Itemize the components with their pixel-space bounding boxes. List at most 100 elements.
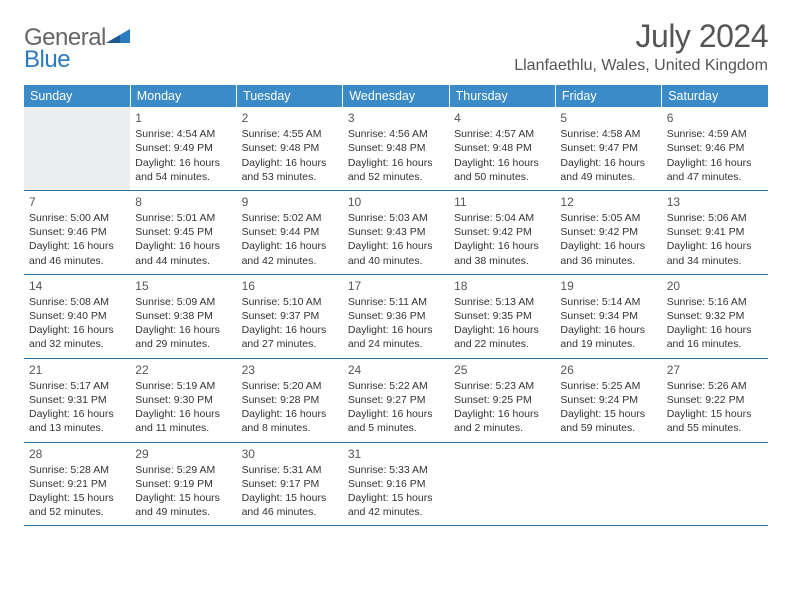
sunset-line: Sunset: 9:47 PM: [560, 141, 656, 155]
calendar-cell: 12Sunrise: 5:05 AMSunset: 9:42 PMDayligh…: [555, 190, 661, 274]
calendar-row: 7Sunrise: 5:00 AMSunset: 9:46 PMDaylight…: [24, 190, 768, 274]
day-number: 26: [560, 362, 656, 378]
calendar-cell: 25Sunrise: 5:23 AMSunset: 9:25 PMDayligh…: [449, 358, 555, 442]
daylight-line: Daylight: 16 hours and 16 minutes.: [667, 323, 763, 351]
sunset-line: Sunset: 9:27 PM: [348, 393, 444, 407]
calendar-cell: 31Sunrise: 5:33 AMSunset: 9:16 PMDayligh…: [343, 442, 449, 526]
sunrise-line: Sunrise: 5:10 AM: [242, 295, 338, 309]
sunrise-line: Sunrise: 5:09 AM: [135, 295, 231, 309]
calendar-cell: [449, 442, 555, 526]
sunrise-line: Sunrise: 4:56 AM: [348, 127, 444, 141]
daylight-line: Daylight: 16 hours and 52 minutes.: [348, 156, 444, 184]
sunrise-line: Sunrise: 5:05 AM: [560, 211, 656, 225]
day-number: 15: [135, 278, 231, 294]
title-block: July 2024 Llanfaethlu, Wales, United Kin…: [514, 18, 768, 75]
day-number: 19: [560, 278, 656, 294]
day-number: 28: [29, 446, 125, 462]
calendar-cell: 24Sunrise: 5:22 AMSunset: 9:27 PMDayligh…: [343, 358, 449, 442]
daylight-line: Daylight: 16 hours and 11 minutes.: [135, 407, 231, 435]
sunrise-line: Sunrise: 5:14 AM: [560, 295, 656, 309]
calendar-cell: 27Sunrise: 5:26 AMSunset: 9:22 PMDayligh…: [662, 358, 768, 442]
sunset-line: Sunset: 9:48 PM: [348, 141, 444, 155]
calendar-cell: [24, 107, 130, 190]
day-number: 8: [135, 194, 231, 210]
sunrise-line: Sunrise: 5:02 AM: [242, 211, 338, 225]
sunrise-line: Sunrise: 4:57 AM: [454, 127, 550, 141]
month-title: July 2024: [514, 18, 768, 55]
sunset-line: Sunset: 9:42 PM: [560, 225, 656, 239]
sunset-line: Sunset: 9:48 PM: [242, 141, 338, 155]
calendar-cell: 28Sunrise: 5:28 AMSunset: 9:21 PMDayligh…: [24, 442, 130, 526]
weekday-header: Monday: [130, 85, 236, 107]
sunrise-line: Sunrise: 5:04 AM: [454, 211, 550, 225]
daylight-line: Daylight: 15 hours and 59 minutes.: [560, 407, 656, 435]
calendar-cell: 20Sunrise: 5:16 AMSunset: 9:32 PMDayligh…: [662, 274, 768, 358]
calendar-cell: 23Sunrise: 5:20 AMSunset: 9:28 PMDayligh…: [237, 358, 343, 442]
sunrise-line: Sunrise: 5:33 AM: [348, 463, 444, 477]
sunset-line: Sunset: 9:24 PM: [560, 393, 656, 407]
sunset-line: Sunset: 9:41 PM: [667, 225, 763, 239]
sunrise-line: Sunrise: 5:22 AM: [348, 379, 444, 393]
day-number: 10: [348, 194, 444, 210]
calendar-cell: 10Sunrise: 5:03 AMSunset: 9:43 PMDayligh…: [343, 190, 449, 274]
calendar-cell: 13Sunrise: 5:06 AMSunset: 9:41 PMDayligh…: [662, 190, 768, 274]
day-number: 16: [242, 278, 338, 294]
daylight-line: Daylight: 16 hours and 50 minutes.: [454, 156, 550, 184]
calendar-cell: 9Sunrise: 5:02 AMSunset: 9:44 PMDaylight…: [237, 190, 343, 274]
sunset-line: Sunset: 9:25 PM: [454, 393, 550, 407]
sunrise-line: Sunrise: 4:54 AM: [135, 127, 231, 141]
sunrise-line: Sunrise: 5:19 AM: [135, 379, 231, 393]
daylight-line: Daylight: 16 hours and 2 minutes.: [454, 407, 550, 435]
day-number: 29: [135, 446, 231, 462]
sunrise-line: Sunrise: 5:17 AM: [29, 379, 125, 393]
sunset-line: Sunset: 9:48 PM: [454, 141, 550, 155]
sunset-line: Sunset: 9:31 PM: [29, 393, 125, 407]
day-number: 12: [560, 194, 656, 210]
calendar-cell: [555, 442, 661, 526]
sunrise-line: Sunrise: 5:00 AM: [29, 211, 125, 225]
day-number: 7: [29, 194, 125, 210]
calendar-body: 1Sunrise: 4:54 AMSunset: 9:49 PMDaylight…: [24, 107, 768, 526]
sunset-line: Sunset: 9:32 PM: [667, 309, 763, 323]
sunrise-line: Sunrise: 5:06 AM: [667, 211, 763, 225]
calendar-row: 21Sunrise: 5:17 AMSunset: 9:31 PMDayligh…: [24, 358, 768, 442]
weekday-header: Saturday: [662, 85, 768, 107]
daylight-line: Daylight: 16 hours and 27 minutes.: [242, 323, 338, 351]
logo-triangle-icon: [106, 27, 130, 45]
day-number: 31: [348, 446, 444, 462]
sunset-line: Sunset: 9:45 PM: [135, 225, 231, 239]
sunset-line: Sunset: 9:34 PM: [560, 309, 656, 323]
sunset-line: Sunset: 9:19 PM: [135, 477, 231, 491]
weekday-header: Thursday: [449, 85, 555, 107]
sunset-line: Sunset: 9:30 PM: [135, 393, 231, 407]
sunrise-line: Sunrise: 4:59 AM: [667, 127, 763, 141]
sunrise-line: Sunrise: 5:16 AM: [667, 295, 763, 309]
sunrise-line: Sunrise: 4:58 AM: [560, 127, 656, 141]
daylight-line: Daylight: 16 hours and 44 minutes.: [135, 239, 231, 267]
day-number: 9: [242, 194, 338, 210]
calendar-cell: [662, 442, 768, 526]
sunset-line: Sunset: 9:43 PM: [348, 225, 444, 239]
daylight-line: Daylight: 16 hours and 42 minutes.: [242, 239, 338, 267]
calendar-cell: 21Sunrise: 5:17 AMSunset: 9:31 PMDayligh…: [24, 358, 130, 442]
calendar-cell: 19Sunrise: 5:14 AMSunset: 9:34 PMDayligh…: [555, 274, 661, 358]
daylight-line: Daylight: 16 hours and 32 minutes.: [29, 323, 125, 351]
calendar-cell: 7Sunrise: 5:00 AMSunset: 9:46 PMDaylight…: [24, 190, 130, 274]
daylight-line: Daylight: 16 hours and 19 minutes.: [560, 323, 656, 351]
day-number: 25: [454, 362, 550, 378]
sunset-line: Sunset: 9:22 PM: [667, 393, 763, 407]
weekday-header: Tuesday: [237, 85, 343, 107]
day-number: 14: [29, 278, 125, 294]
sunrise-line: Sunrise: 5:20 AM: [242, 379, 338, 393]
weekday-header: Sunday: [24, 85, 130, 107]
sunset-line: Sunset: 9:49 PM: [135, 141, 231, 155]
sunset-line: Sunset: 9:35 PM: [454, 309, 550, 323]
daylight-line: Daylight: 15 hours and 52 minutes.: [29, 491, 125, 519]
daylight-line: Daylight: 16 hours and 22 minutes.: [454, 323, 550, 351]
logo: General Blue: [24, 24, 130, 74]
day-number: 2: [242, 110, 338, 126]
day-number: 17: [348, 278, 444, 294]
daylight-line: Daylight: 15 hours and 46 minutes.: [242, 491, 338, 519]
logo-text-block: General Blue: [24, 24, 130, 74]
sunrise-line: Sunrise: 5:11 AM: [348, 295, 444, 309]
